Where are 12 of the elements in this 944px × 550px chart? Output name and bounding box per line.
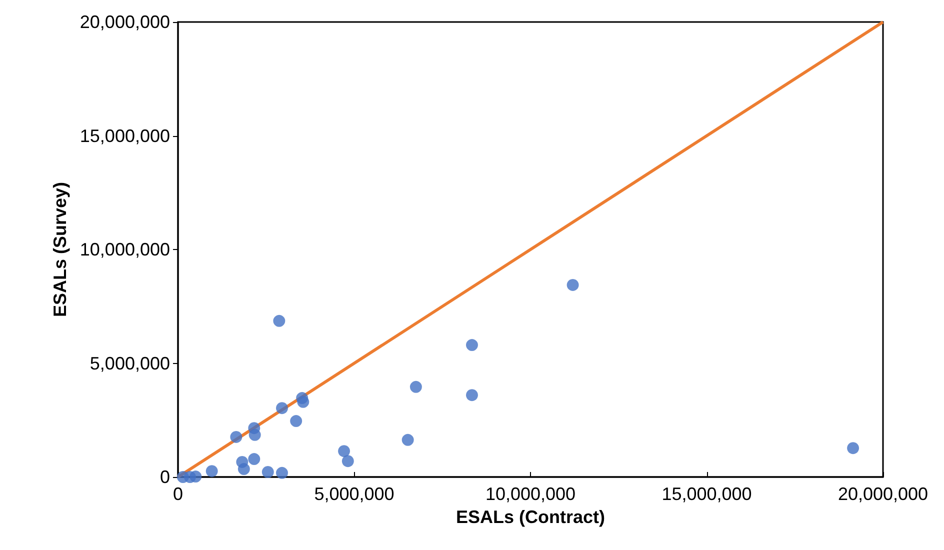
y-tick-label: 20,000,000 xyxy=(80,12,170,32)
y-axis-title: ESALs (Survey) xyxy=(50,182,70,318)
x-tick-label: 5,000,000 xyxy=(314,484,394,504)
x-tick-label: 0 xyxy=(172,484,184,504)
x-tick-label: 20,000,000 xyxy=(838,484,928,504)
y-tick-label: 0 xyxy=(160,467,170,487)
x-tick-label: 10,000,000 xyxy=(485,484,576,504)
y-tick-label: 5,000,000 xyxy=(90,353,170,374)
x-axis-title: ESALs (Contract) xyxy=(456,506,606,527)
y-tick-label: 10,000,000 xyxy=(80,240,170,260)
x-tick-label: 15,000,000 xyxy=(662,484,752,504)
y-tick-label: 15,000,000 xyxy=(80,126,170,146)
